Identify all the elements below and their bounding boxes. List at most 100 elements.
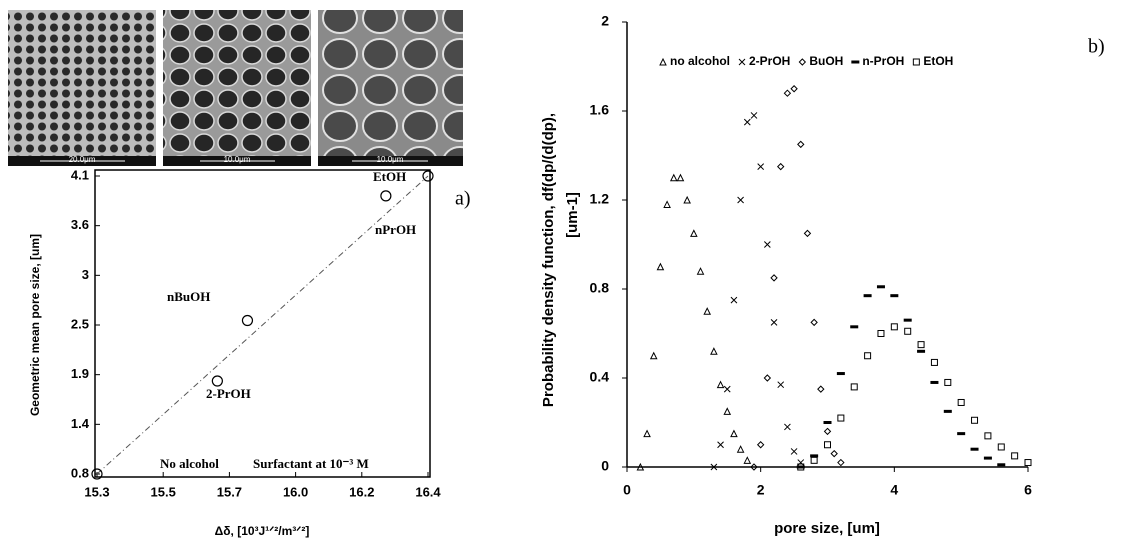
- data-point: [750, 112, 758, 119]
- panel-label: b): [1088, 36, 1105, 58]
- data-point: [864, 352, 872, 360]
- legend-marker: [912, 58, 920, 66]
- scale-label: 10.0μm: [224, 155, 251, 164]
- data-point: [1024, 459, 1032, 467]
- annotation: nPrOH: [375, 222, 416, 237]
- data-point: [970, 447, 979, 451]
- micrographs: 20.0μm 10.0μm 10.0μm: [8, 10, 463, 166]
- y-tick-label: 3.6: [71, 217, 89, 232]
- data-point: [770, 274, 778, 282]
- data-point: [890, 323, 898, 331]
- data-point: [797, 459, 805, 466]
- data-point: [730, 296, 738, 304]
- y-tick-label: 0.4: [590, 369, 610, 385]
- data-point: [823, 427, 832, 436]
- legend-marker: [798, 58, 807, 66]
- legend-marker: [851, 60, 860, 64]
- y-axis-title: Probability density function, df(dp/(d(d…: [540, 113, 557, 407]
- data-point: [984, 432, 992, 440]
- x-axis-title: pore size, [um]: [774, 520, 880, 537]
- x-tick-label: 16.0: [283, 484, 308, 499]
- scale-label: 20.0μm: [69, 155, 96, 164]
- data-point: [91, 468, 103, 480]
- data-point: [957, 432, 966, 436]
- x-tick-label: 2: [757, 482, 765, 498]
- data-point: [944, 378, 952, 386]
- data-point: [904, 327, 912, 335]
- y-tick-label: 0: [601, 458, 609, 474]
- y-tick-label: 3: [82, 267, 89, 282]
- data-point: [743, 118, 751, 126]
- y-tick-label: 0.8: [71, 465, 89, 480]
- annotation: EtOH: [373, 169, 406, 184]
- data-point: [422, 170, 434, 182]
- data-point: [876, 285, 885, 289]
- data-point: [763, 374, 772, 382]
- data-point: [983, 456, 992, 460]
- y-tick-label: 0.8: [590, 280, 610, 296]
- data-point: [683, 195, 691, 204]
- data-point: [803, 229, 812, 238]
- legend-marker: [738, 58, 746, 66]
- data-point: [757, 163, 765, 170]
- data-point: [783, 89, 792, 97]
- data-point: [850, 325, 859, 329]
- data-point: [810, 318, 818, 327]
- x-tick-label: 6: [1024, 482, 1032, 498]
- data-point: [971, 416, 979, 424]
- data-point: [836, 372, 845, 376]
- data-point: [643, 429, 651, 438]
- data-point: [824, 441, 831, 449]
- plot-frame: [94, 169, 431, 478]
- legend-label: 2-PrOH: [749, 54, 790, 68]
- data-point: [810, 456, 818, 464]
- data-point: [777, 381, 785, 389]
- data-point: [723, 385, 731, 393]
- sem-image: [8, 10, 156, 156]
- legend-marker: [659, 57, 667, 66]
- legend-label: EtOH: [923, 54, 953, 68]
- data-point: [943, 409, 952, 413]
- annotation: No alcohol: [160, 456, 219, 471]
- data-point: [750, 463, 758, 471]
- y-tick-label: 4.1: [71, 167, 89, 182]
- scale-label: 10.0μm: [377, 155, 404, 164]
- data-point: [830, 449, 838, 458]
- data-point: [817, 385, 825, 393]
- data-point: [837, 414, 845, 422]
- data-point: [903, 318, 912, 322]
- x-tick-label: 15.7: [217, 484, 242, 499]
- data-point: [737, 196, 744, 204]
- annotation: 2-PrOH: [206, 386, 251, 401]
- data-point: [636, 462, 645, 471]
- data-point: [656, 262, 665, 271]
- annotation: Surfactant at 10⁻³ M: [253, 456, 369, 471]
- y-tick-label: 1.4: [71, 416, 90, 431]
- data-point: [710, 463, 718, 471]
- data-point: [797, 140, 805, 149]
- data-point: [241, 314, 254, 327]
- data-point: [797, 463, 805, 471]
- data-point: [930, 358, 938, 366]
- data-point: [763, 241, 771, 248]
- y-tick-label: 1.6: [590, 102, 610, 118]
- data-point: [669, 173, 678, 182]
- data-point: [850, 383, 858, 391]
- data-point: [1011, 452, 1019, 460]
- fit-line: [96, 175, 429, 475]
- data-point: [917, 341, 925, 349]
- panel-label: a): [455, 188, 471, 210]
- data-point: [723, 407, 732, 415]
- legend-label: n-PrOH: [862, 54, 904, 68]
- data-point: [957, 398, 965, 406]
- data-point: [777, 162, 785, 171]
- x-tick-label: 15.5: [151, 484, 176, 499]
- x-tick-label: 0: [623, 482, 631, 498]
- data-point: [716, 380, 725, 389]
- data-point: [810, 454, 819, 458]
- data-point: [770, 319, 778, 326]
- data-point: [823, 421, 832, 424]
- data-point: [676, 173, 685, 182]
- data-point: [663, 200, 671, 208]
